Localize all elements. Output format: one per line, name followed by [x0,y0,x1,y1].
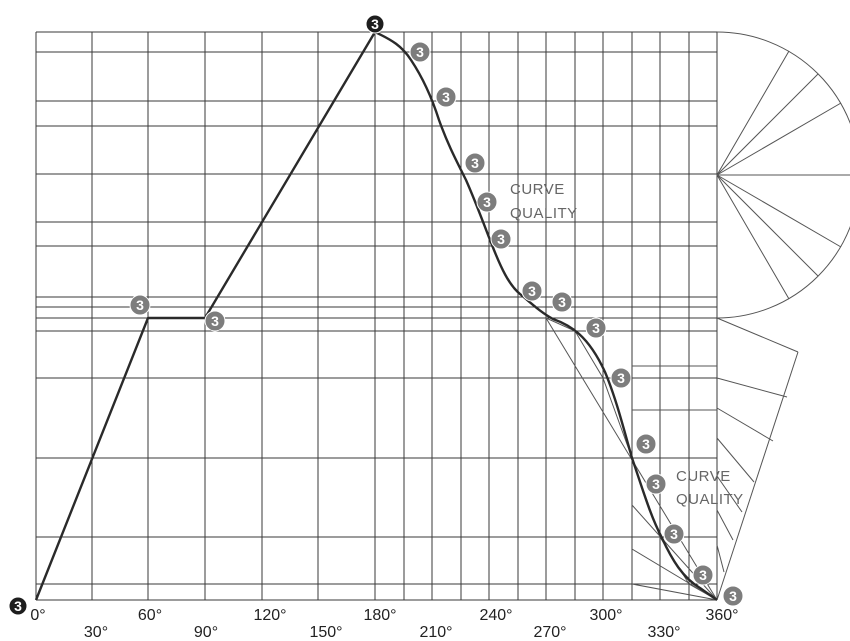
angle-axis-labels: 0° 30° 60° 90° 120° 150° 180° 210° 240° … [30,607,738,641]
angle-label: 270° [533,624,566,641]
svg-text:QUALITY: QUALITY [510,205,578,222]
angle-label: 330° [647,624,680,641]
displacement-profile [34,30,718,601]
svg-text:CURVE: CURVE [510,181,565,198]
svg-text:3: 3 [642,436,650,452]
marker-badge: 3 [464,152,486,174]
marker-badge: 3 [521,280,543,302]
marker-badge: 3 [585,317,607,339]
marker-badge: 3 [409,41,431,63]
marker-badge: 3 [645,473,667,495]
svg-text:3: 3 [211,313,219,329]
lower-quarter-circle-construction [631,317,799,601]
angle-label: 150° [309,624,342,641]
svg-text:3: 3 [558,294,566,310]
svg-text:QUALITY: QUALITY [676,491,744,508]
angle-label: 240° [479,607,512,624]
svg-text:3: 3 [528,283,536,299]
svg-text:3: 3 [729,588,737,604]
marker-badge: 3 [129,294,151,316]
svg-text:3: 3 [136,297,144,313]
vertical-grid [35,32,718,600]
angle-label: 210° [419,624,452,641]
upper-semicircle-construction [716,31,850,319]
svg-text:3: 3 [497,231,505,247]
svg-text:3: 3 [416,44,424,60]
angle-label: 180° [363,607,396,624]
svg-text:3: 3 [442,89,450,105]
marker-badge: 3 [204,310,226,332]
marker-badge: 3 [8,596,28,616]
angle-label: 90° [194,624,218,641]
svg-text:3: 3 [483,194,491,210]
marker-badge: 3 [610,367,632,389]
angle-label: 120° [253,607,286,624]
angle-label: 60° [138,607,162,624]
svg-text:3: 3 [670,526,678,542]
angle-label: 0° [30,607,45,624]
svg-text:3: 3 [14,598,22,614]
horizontal-grid [36,31,717,601]
marker-badge: 3 [692,564,714,586]
marker-badge: 3 [635,433,657,455]
svg-text:3: 3 [471,155,479,171]
profile-markers: 3 3 3 3 3 3 3 3 3 3 3 3 3 3 3 3 3 3 [8,14,744,616]
angle-label: 300° [589,607,622,624]
marker-badge: 3 [551,291,573,313]
curve-quality-note-upper: CURVE QUALITY [510,181,578,222]
marker-badge: 3 [435,86,457,108]
svg-text:3: 3 [699,567,707,583]
angle-label: 360° [705,607,738,624]
curve-quality-note-lower: CURVE QUALITY [676,468,744,508]
svg-text:3: 3 [371,16,379,32]
svg-text:3: 3 [652,476,660,492]
marker-badge: 3 [490,228,512,250]
svg-text:3: 3 [592,320,600,336]
marker-badge: 3 [722,585,744,607]
svg-text:3: 3 [617,370,625,386]
marker-badge: 3 [476,191,498,213]
marker-badge: 3 [663,523,685,545]
marker-badge: 3 [365,14,385,34]
angle-label: 30° [84,624,108,641]
svg-text:CURVE: CURVE [676,468,731,485]
